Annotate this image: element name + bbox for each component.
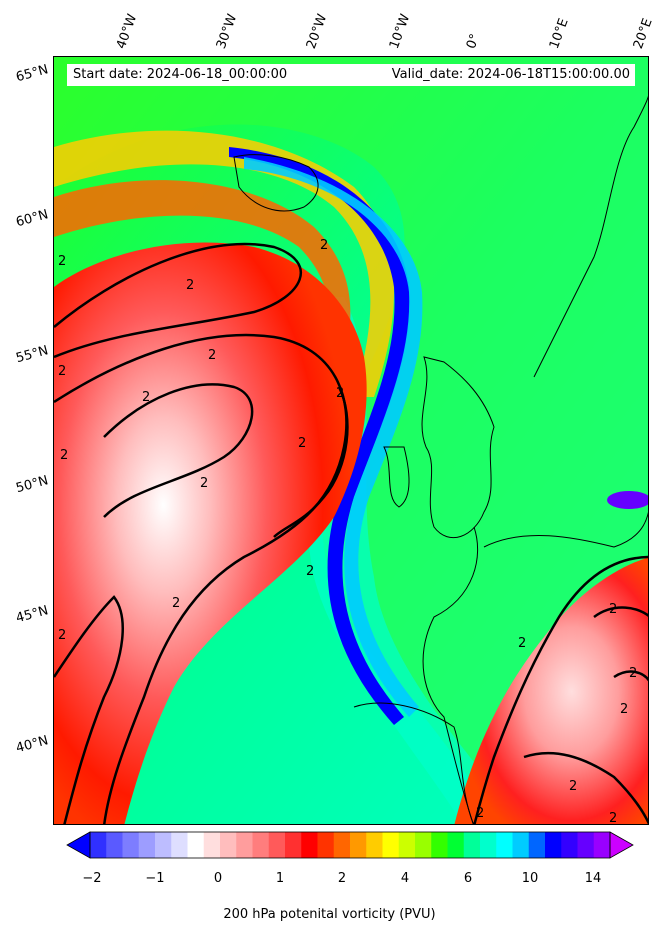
colorbar-tick-label: −2 — [82, 871, 102, 886]
coastlines — [233, 95, 648, 824]
contour-label: 2 — [609, 811, 617, 825]
colorbar-cell — [545, 832, 562, 858]
contour-label: 2 — [609, 602, 617, 617]
lat-label-45n: 45°N — [14, 603, 50, 627]
colorbar-cell — [415, 832, 432, 858]
colorbar-cell — [268, 832, 286, 858]
contour-label: 2 — [142, 390, 150, 405]
valid-date: Valid_date: 2024-06-18T15:00:00.00 — [391, 67, 630, 82]
colorbar-cell — [187, 832, 205, 858]
colorbar-cell — [317, 832, 335, 858]
contour-label: 2 — [336, 386, 344, 401]
lat-label-40n: 40°N — [14, 733, 50, 757]
contour-label: 2 — [186, 278, 194, 293]
lon-label-20e: 20°E — [630, 16, 656, 51]
lat-label-60n: 60°N — [14, 207, 50, 231]
colorbar-cell — [301, 832, 318, 858]
lon-label-0: 0° — [463, 31, 484, 51]
pv-blue-jet-edge — [244, 157, 423, 717]
contour-label: 2 — [172, 596, 180, 611]
colorbar-label: 200 hPa potenital vorticity (PVU) — [223, 907, 436, 922]
colorbar-cell — [593, 832, 611, 858]
colorbar-extend-left — [66, 831, 91, 859]
contour-label: 2 — [306, 564, 314, 579]
colorbar-cell — [496, 832, 513, 858]
colorbar-cell — [236, 832, 253, 858]
contour-label: 2 — [476, 806, 484, 821]
colorbar-cell — [480, 832, 497, 858]
colorbar-cell — [350, 832, 367, 858]
lon-label-40w: 40°W — [113, 12, 141, 51]
colorbar-cell — [171, 832, 188, 858]
pv-band-yellow — [54, 130, 394, 397]
pv-blue-jet — [229, 147, 410, 725]
pv-ridge-southeast — [454, 557, 648, 824]
colorbar-cell — [203, 832, 221, 858]
contour-label: 2 — [620, 702, 628, 717]
lon-label-10w: 10°W — [386, 12, 414, 51]
contour-label: 2 — [298, 436, 306, 451]
colorbar-cell — [512, 832, 530, 858]
colorbar-cell — [431, 832, 448, 858]
contour-label-group: 2 2 2 2 2 2 2 2 2 2 2 2 2 2 2 2 2 2 2 2 — [58, 238, 637, 825]
pv-field-svg: 2 2 2 2 2 2 2 2 2 2 2 2 2 2 2 2 2 2 2 2 — [54, 57, 648, 825]
colorbar-cell — [155, 832, 172, 858]
pv-blob-east — [607, 491, 648, 509]
colorbar-tick-label: 2 — [337, 871, 347, 886]
colorbar-cell — [366, 832, 383, 858]
colorbar-cell — [398, 832, 416, 858]
pv-2-contours — [54, 242, 648, 824]
colorbar-tick-label: 10 — [521, 871, 539, 886]
lat-label-50n: 50°N — [14, 473, 50, 497]
lon-label-10e: 10°E — [546, 16, 572, 51]
contour-label: 2 — [58, 628, 66, 643]
contour-label: 2 — [208, 348, 216, 363]
colorbar-cell — [463, 832, 481, 858]
colorbar-cell — [528, 832, 546, 858]
colorbar-tick-label: 4 — [400, 871, 410, 886]
colorbar-extend-right — [609, 831, 634, 859]
contour-label: 2 — [518, 636, 526, 651]
colorbar-cell — [122, 832, 140, 858]
colorbar-cell — [577, 832, 595, 858]
lat-label-55n: 55°N — [14, 343, 50, 367]
contour-label: 2 — [60, 448, 68, 463]
contour-label: 2 — [629, 666, 637, 681]
start-date: Start date: 2024-06-18_00:00:00 — [73, 67, 288, 82]
pv-trough-west — [54, 242, 367, 824]
colorbar-cell — [447, 832, 465, 858]
lat-label-65n: 65°N — [14, 62, 50, 86]
colorbar-tick-label: 14 — [584, 871, 602, 886]
date-header: Start date: 2024-06-18_00:00:00 Valid_da… — [67, 64, 635, 86]
pv-map: 2 2 2 2 2 2 2 2 2 2 2 2 2 2 2 2 2 2 2 2 — [53, 56, 649, 825]
colorbar-cell — [252, 832, 270, 858]
colorbar-cell — [220, 832, 237, 858]
colorbar-tick-label: 1 — [275, 871, 285, 886]
contour-label: 2 — [320, 238, 328, 253]
colorbar-cell — [333, 832, 351, 858]
colorbar-cells — [90, 832, 611, 858]
colorbar-cell — [382, 832, 400, 858]
lon-label-30w: 30°W — [213, 12, 241, 51]
colorbar-tick-label: −1 — [145, 871, 165, 886]
contour-label: 2 — [200, 476, 208, 491]
contour-label: 2 — [58, 254, 66, 269]
colorbar-tick-label: 0 — [213, 871, 223, 886]
colorbar-cell — [138, 832, 156, 858]
colorbar-cell — [90, 832, 107, 858]
colorbar-cell — [106, 832, 123, 858]
contour-label: 2 — [58, 364, 66, 379]
colorbar-cell — [561, 832, 578, 858]
colorbar-outline — [89, 831, 611, 859]
pv-band-orange — [54, 180, 351, 387]
lon-label-20w: 20°W — [303, 12, 331, 51]
colorbar-cell — [285, 832, 302, 858]
colorbar-tick-label: 6 — [463, 871, 473, 886]
contour-label: 2 — [569, 779, 577, 794]
colorbar — [66, 831, 634, 859]
